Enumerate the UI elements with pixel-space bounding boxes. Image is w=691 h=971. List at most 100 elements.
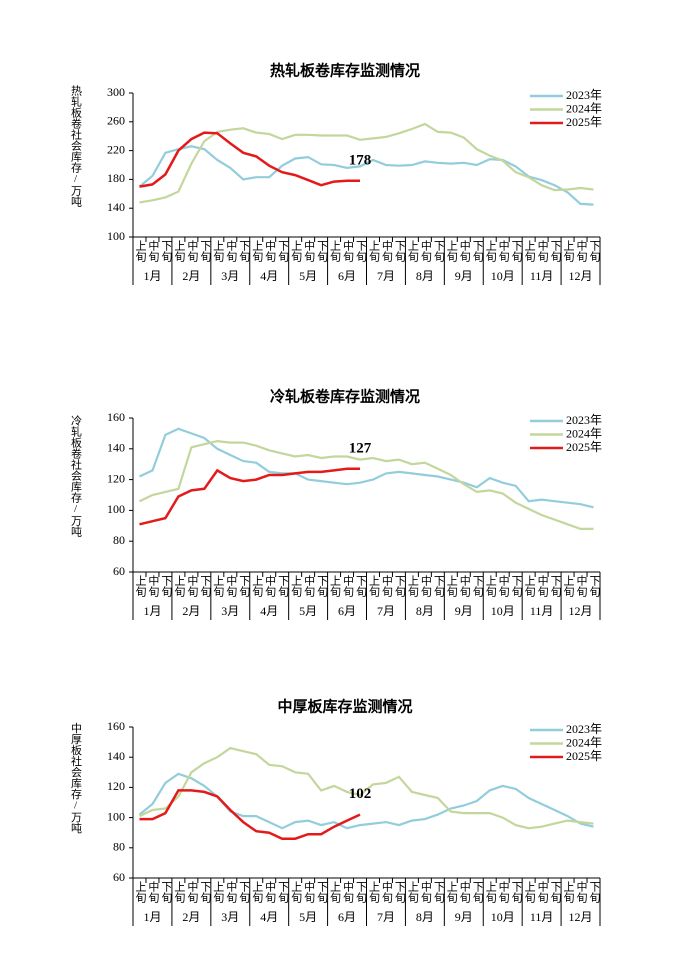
- y-tick-label: 60: [113, 564, 125, 578]
- x-tick-label: 中旬: [186, 881, 199, 904]
- y-axis-label: 冷轧板卷社会库存/万吨: [69, 415, 82, 537]
- x-tick-label: 中旬: [380, 881, 393, 904]
- y-tick-label: 300: [107, 85, 125, 99]
- chart-title: 冷轧板卷库存监测情况: [270, 387, 420, 405]
- x-tick-label: 下旬: [238, 881, 251, 904]
- x-tick-label: 下旬: [316, 881, 329, 904]
- x-tick-label: 中旬: [419, 240, 432, 263]
- x-tick-label: 中旬: [264, 881, 277, 904]
- x-tick-label: 上旬: [367, 240, 380, 263]
- x-tick-label: 上旬: [367, 575, 380, 598]
- legend-label: 2024年: [566, 735, 602, 749]
- x-tick-label: 中旬: [419, 575, 432, 598]
- data-label: 178: [349, 152, 372, 168]
- x-tick-label: 上旬: [212, 575, 225, 598]
- month-label: 6月: [338, 269, 356, 283]
- legend-label: 2025年: [566, 749, 602, 763]
- x-tick-label: 下旬: [277, 575, 290, 598]
- x-tick-label: 下旬: [160, 240, 173, 263]
- legend-label: 2024年: [566, 426, 602, 440]
- month-label: 5月: [299, 604, 317, 618]
- x-tick-label: 下旬: [549, 881, 562, 904]
- x-tick-label: 上旬: [562, 575, 575, 598]
- month-label: 11月: [530, 269, 554, 283]
- series-line: [139, 131, 360, 188]
- x-tick-label: 中旬: [342, 881, 355, 904]
- month-label: 1月: [143, 604, 161, 618]
- x-tick-label: 下旬: [354, 881, 367, 904]
- x-tick-label: 中旬: [536, 240, 549, 263]
- x-tick-label: 上旬: [406, 575, 419, 598]
- x-tick-label: 中旬: [380, 575, 393, 598]
- x-tick-label: 下旬: [549, 240, 562, 263]
- x-tick-label: 上旬: [134, 881, 147, 904]
- x-tick-label: 中旬: [303, 575, 316, 598]
- x-tick-label: 中旬: [225, 575, 238, 598]
- x-tick-label: 上旬: [329, 240, 342, 263]
- x-tick-label: 中旬: [458, 575, 471, 598]
- month-label: 10月: [491, 604, 515, 618]
- month-label: 1月: [143, 910, 161, 924]
- x-tick-label: 上旬: [445, 240, 458, 263]
- legend-label: 2025年: [566, 115, 602, 129]
- x-tick-label: 上旬: [173, 575, 186, 598]
- y-tick-label: 140: [107, 749, 125, 763]
- month-label: 5月: [299, 910, 317, 924]
- x-tick-label: 中旬: [536, 881, 549, 904]
- x-tick-label: 中旬: [497, 881, 510, 904]
- x-tick-label: 下旬: [277, 240, 290, 263]
- month-label: 3月: [221, 604, 239, 618]
- month-label: 2月: [182, 269, 200, 283]
- x-tick-label: 下旬: [277, 881, 290, 904]
- x-tick-label: 下旬: [354, 575, 367, 598]
- month-label: 3月: [221, 910, 239, 924]
- x-tick-label: 下旬: [160, 575, 173, 598]
- x-tick-label: 中旬: [264, 575, 277, 598]
- series-line: [138, 145, 594, 206]
- x-tick-label: 中旬: [536, 575, 549, 598]
- month-label: 7月: [377, 604, 395, 618]
- x-tick-label: 上旬: [212, 240, 225, 263]
- y-tick-label: 140: [107, 200, 125, 214]
- x-tick-label: 上旬: [367, 881, 380, 904]
- x-tick-label: 中旬: [575, 575, 588, 598]
- y-tick-label: 80: [113, 533, 125, 547]
- x-tick-label: 中旬: [225, 240, 238, 263]
- x-tick-label: 下旬: [510, 240, 523, 263]
- series-line: [139, 427, 594, 509]
- month-label: 3月: [221, 269, 239, 283]
- month-label: 8月: [416, 910, 434, 924]
- x-tick-label: 中旬: [342, 240, 355, 263]
- x-tick-label: 上旬: [406, 881, 419, 904]
- y-axis-label: 中厚板社会库存/万吨: [69, 722, 82, 833]
- x-tick-label: 下旬: [199, 575, 212, 598]
- y-tick-label: 260: [107, 114, 125, 128]
- month-label: 12月: [569, 604, 593, 618]
- x-tick-label: 中旬: [186, 240, 199, 263]
- month-label: 7月: [377, 269, 395, 283]
- x-tick-label: 下旬: [238, 240, 251, 263]
- x-tick-label: 上旬: [251, 240, 264, 263]
- x-tick-label: 中旬: [303, 240, 316, 263]
- x-tick-label: 中旬: [303, 881, 316, 904]
- x-tick-label: 上旬: [484, 240, 497, 263]
- x-tick-label: 下旬: [238, 575, 251, 598]
- month-label: 4月: [260, 269, 278, 283]
- month-label: 7月: [377, 910, 395, 924]
- x-tick-label: 下旬: [510, 575, 523, 598]
- x-tick-label: 中旬: [147, 575, 160, 598]
- x-tick-label: 上旬: [523, 575, 536, 598]
- x-tick-label: 下旬: [316, 240, 329, 263]
- x-tick-label: 下旬: [432, 240, 445, 263]
- x-tick-label: 下旬: [432, 881, 445, 904]
- month-label: 4月: [260, 910, 278, 924]
- legend-label: 2023年: [566, 88, 602, 102]
- y-axis-label: 热轧板卷社会库存/万吨: [69, 85, 82, 207]
- x-tick-label: 中旬: [419, 881, 432, 904]
- month-label: 1月: [143, 269, 161, 283]
- legend-label: 2025年: [566, 440, 602, 454]
- month-label: 8月: [416, 269, 434, 283]
- month-label: 9月: [455, 910, 473, 924]
- month-label: 2月: [182, 604, 200, 618]
- x-tick-label: 上旬: [173, 881, 186, 904]
